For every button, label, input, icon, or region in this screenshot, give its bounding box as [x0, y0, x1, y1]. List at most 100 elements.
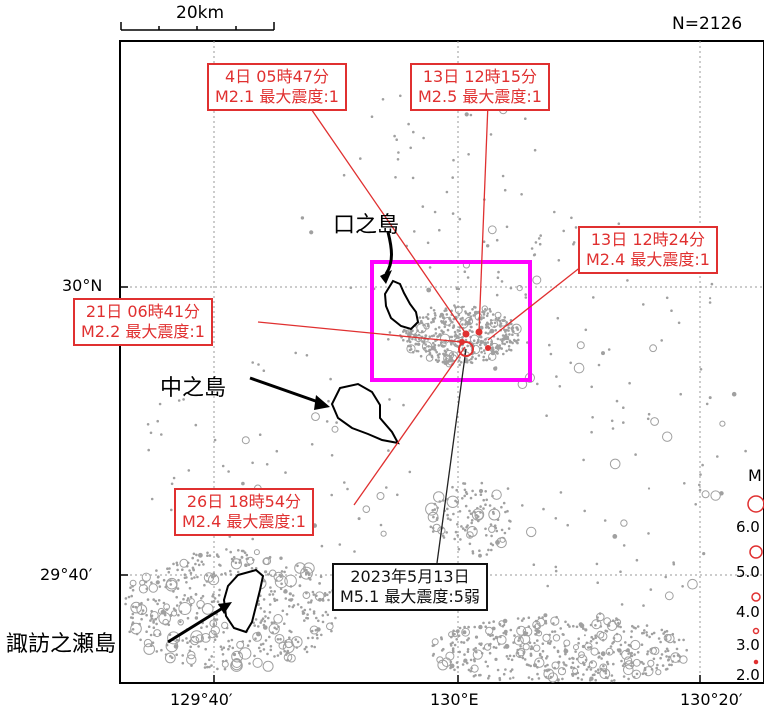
epicenter-dot: [300, 606, 303, 609]
epicenter-dot: [231, 559, 235, 563]
epicenter-dot: [632, 658, 641, 667]
epicenter-dot: [471, 308, 474, 311]
epicenter-dot: [634, 453, 637, 456]
epicenter-dot: [450, 635, 453, 639]
epicenter-dot: [509, 348, 513, 352]
epicenter-dot: [493, 321, 497, 325]
epicenter-dot: [582, 661, 585, 664]
epicenter-dot: [554, 569, 558, 573]
arrow-heads: [218, 270, 392, 614]
epicenter-dot: [484, 308, 487, 311]
epicenter-dot: [203, 583, 206, 587]
epicenter-dot: [641, 672, 645, 676]
epicenter-dot: [165, 579, 178, 592]
epicenter-dot: [530, 247, 534, 250]
epicenter-dot: [437, 326, 441, 329]
epicenter-dot: [285, 613, 289, 616]
epicenter-dot: [719, 420, 726, 427]
epicenter-dot: [307, 601, 310, 604]
callout-time: 21日 06時41分: [85, 302, 201, 321]
epicenter-dot: [463, 653, 466, 656]
epicenter-dot: [334, 616, 337, 620]
epicenter-dot: [338, 543, 342, 546]
epicenter-dot: [511, 341, 514, 345]
epicenter-dot: [469, 335, 473, 339]
epicenter-dot: [665, 629, 669, 633]
epicenter-dot: [468, 322, 472, 325]
epicenter-dot: [455, 661, 459, 664]
epicenter-dot: [504, 632, 508, 636]
epicenter-dot: [230, 659, 243, 672]
epicenter-dot: [588, 679, 592, 682]
epicenter-dot: [498, 620, 505, 627]
epicenter-dot: [208, 658, 211, 662]
epicenter-dot: [434, 358, 438, 362]
epicenter-dot: [437, 356, 440, 359]
epicenter-dot: [708, 396, 712, 400]
epicenter-dot: [472, 649, 483, 660]
epicenter-dot: [507, 527, 511, 530]
epicenter-dot: [527, 616, 531, 619]
epicenter-dot: [431, 654, 435, 657]
epicenter-dot: [472, 648, 476, 651]
epicenter-dot: [437, 344, 441, 347]
epicenter-dot: [454, 530, 458, 534]
epicenter-dot: [217, 593, 221, 597]
epicenter-dot: [508, 654, 512, 658]
legend-label-6: 6.0: [736, 518, 760, 536]
epicenter-dot: [484, 660, 488, 664]
epicenter-dot: [589, 640, 593, 643]
epicenter-dot: [462, 630, 467, 635]
epicenter-dot: [404, 329, 408, 333]
epicenter-dot: [308, 608, 312, 611]
epicenter-dot: [643, 668, 647, 672]
epicenter-dot: [247, 563, 251, 567]
epicenter-dot: [441, 316, 445, 320]
epicenter-dot: [141, 609, 145, 612]
epicenter-dot: [167, 570, 171, 574]
kuchinoshima-outline: [383, 279, 420, 331]
epicenter-dot: [315, 616, 318, 620]
epicenter-dot: [682, 638, 685, 642]
epicenter-dot: [620, 659, 623, 663]
epicenter-dot: [470, 325, 473, 329]
epicenter-dot: [463, 488, 467, 492]
epicenter-dot: [504, 668, 507, 671]
epicenter-dot: [484, 527, 487, 531]
epicenter-dot: [498, 676, 502, 680]
epicenter-dot: [288, 605, 291, 608]
epicenter-dot: [253, 624, 256, 627]
epicenter-dot: [501, 334, 505, 337]
epicenter-dot: [211, 575, 215, 579]
epicenter-dot: [492, 645, 496, 649]
epicenter-dot: [196, 559, 200, 562]
epicenter-dot: [473, 658, 476, 661]
epicenter-dot: [430, 355, 434, 359]
epicenter-dot: [538, 653, 542, 657]
epicenter-dot: [241, 481, 245, 486]
epicenter-dot: [328, 591, 332, 594]
epicenter-dot: [155, 622, 158, 626]
epicenter-dot: [583, 509, 586, 513]
epicenter-dot: [659, 640, 662, 644]
epicenter-dot: [187, 650, 196, 660]
epicenter-dot: [221, 660, 229, 668]
epicenter-dot: [167, 631, 181, 645]
epicenter-dot: [592, 296, 595, 299]
epicenter-dot: [548, 343, 551, 347]
epicenter-dot: [627, 652, 630, 655]
epicenter-dot: [546, 663, 549, 667]
epicenter-dot: [510, 327, 513, 330]
epicenter-dot: [295, 646, 299, 649]
epicenter-dot: [221, 464, 225, 468]
epicenter-dot: [433, 210, 437, 214]
epicenter-dot: [409, 345, 413, 348]
epicenter-dot: [619, 625, 622, 629]
epicenter-dot: [446, 517, 450, 520]
epicenter-dot: [482, 507, 485, 510]
epicenter-dot: [589, 623, 593, 627]
epicenter-dot: [422, 340, 426, 344]
epicenter-dot: [216, 667, 219, 671]
epicenter-dot: [309, 578, 312, 581]
epicenter-dot: [485, 498, 489, 502]
